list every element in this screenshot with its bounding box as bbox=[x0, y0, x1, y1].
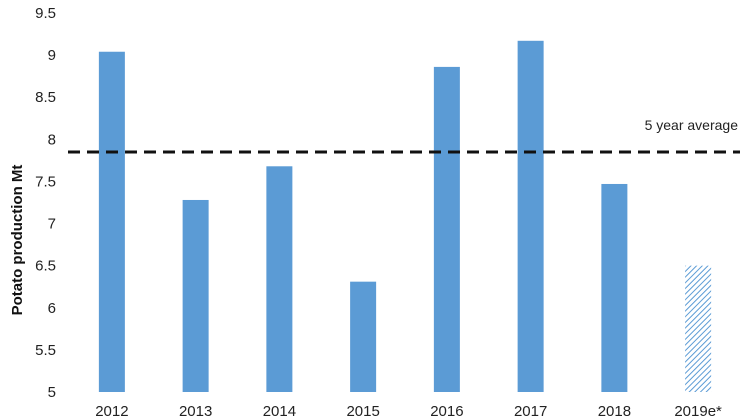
bar bbox=[182, 199, 209, 392]
y-tick-label: 6 bbox=[48, 300, 56, 317]
y-tick-label: 6.5 bbox=[35, 258, 56, 275]
x-tick-label: 2018 bbox=[598, 403, 631, 420]
y-tick-label: 7.5 bbox=[35, 173, 56, 190]
bar bbox=[266, 166, 293, 392]
x-tick-label: 2012 bbox=[95, 403, 128, 420]
x-tick-label: 2015 bbox=[346, 403, 379, 420]
bar bbox=[517, 40, 544, 392]
x-tick-label: 2014 bbox=[263, 403, 296, 420]
x-tick-label: 2013 bbox=[179, 403, 212, 420]
y-tick-label: 9.5 bbox=[35, 5, 56, 22]
bar bbox=[98, 51, 125, 393]
bar bbox=[350, 281, 377, 392]
y-tick-label: 8 bbox=[48, 131, 56, 148]
y-tick-label: 8.5 bbox=[35, 89, 56, 106]
y-tick-label: 5.5 bbox=[35, 342, 56, 359]
y-tick-label: 5 bbox=[48, 384, 56, 401]
average-line-label: 5 year average bbox=[645, 117, 739, 133]
x-tick-label: 2016 bbox=[430, 403, 463, 420]
x-axis-ticks: 2012 2013 2014 2015 2016 2017 2018 2019e* bbox=[95, 403, 722, 420]
bar bbox=[433, 66, 460, 392]
y-axis-ticks: 5 5.5 6 6.5 7 7.5 8 8.5 9 9.5 bbox=[35, 5, 56, 401]
y-axis-title: Potato production Mt bbox=[9, 165, 26, 316]
x-tick-label: 2019e* bbox=[674, 403, 722, 420]
bar bbox=[601, 183, 628, 392]
y-tick-label: 7 bbox=[48, 216, 56, 233]
bars-group bbox=[98, 40, 712, 393]
y-tick-label: 9 bbox=[48, 47, 56, 64]
reference-line-group: 5 year average bbox=[68, 117, 740, 154]
x-tick-label: 2017 bbox=[514, 403, 547, 420]
bar-estimated bbox=[685, 265, 712, 392]
